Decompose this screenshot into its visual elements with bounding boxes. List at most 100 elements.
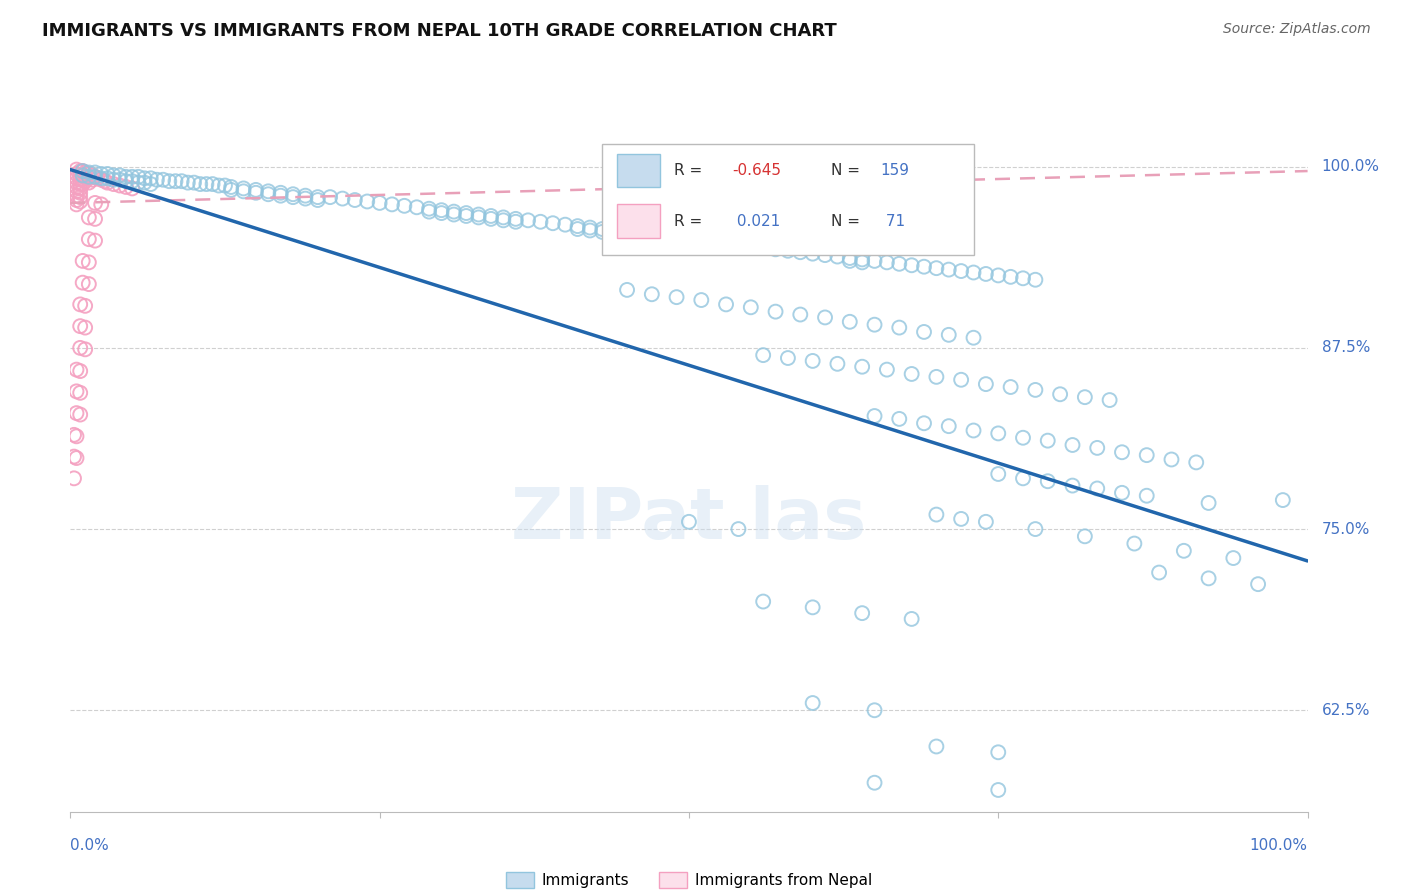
Point (77, 165, 100, 179)
Point (319, 190, 342, 204)
Point (418, 202, 440, 216)
Point (641, 287, 664, 301)
Point (752, 348, 775, 362)
Text: 62.5%: 62.5% (1322, 703, 1369, 718)
Point (245, 186, 267, 200)
Point (75, 174, 97, 188)
Text: Source: ZipAtlas.com: Source: ZipAtlas.com (1223, 22, 1371, 37)
Point (714, 239, 737, 253)
Point (94, 174, 117, 188)
Point (1012, 471, 1035, 485)
Point (281, 187, 304, 202)
Point (1271, 493, 1294, 508)
Point (72, 276, 94, 290)
Text: 100.0%: 100.0% (1250, 838, 1308, 854)
Point (1085, 441, 1108, 455)
Point (69, 169, 91, 183)
Point (84, 169, 107, 184)
Point (938, 419, 960, 434)
Text: R =: R = (673, 162, 707, 178)
Bar (617, 204, 661, 238)
Point (851, 359, 873, 374)
Point (665, 290, 688, 304)
Point (479, 211, 502, 226)
Text: 0.0%: 0.0% (70, 838, 110, 854)
Point (245, 183, 267, 197)
Text: 159: 159 (880, 162, 910, 178)
Point (974, 377, 997, 392)
Point (257, 187, 280, 202)
Point (201, 177, 224, 191)
Point (75, 320, 97, 334)
Point (863, 409, 886, 423)
Point (65, 406, 87, 420)
Point (77, 277, 100, 291)
Point (1049, 387, 1071, 401)
Point (1198, 496, 1220, 510)
Text: N =: N = (831, 162, 865, 178)
Point (69, 194, 91, 209)
Point (121, 169, 143, 184)
Point (84, 234, 107, 248)
Point (219, 183, 242, 197)
Point (356, 194, 378, 209)
Point (90, 172, 112, 186)
FancyBboxPatch shape (602, 144, 973, 255)
Point (838, 251, 860, 265)
Point (1147, 566, 1170, 580)
Point (65, 162, 87, 177)
Point (69, 297, 91, 311)
Point (343, 193, 366, 207)
Point (63, 450, 86, 464)
Point (974, 515, 997, 529)
Point (65, 429, 87, 443)
Point (814, 310, 837, 325)
Point (108, 169, 131, 183)
Point (900, 612, 922, 626)
Point (82, 169, 104, 183)
Point (801, 246, 824, 260)
Point (987, 745, 1010, 759)
Text: 0.021: 0.021 (733, 214, 780, 229)
Point (84, 169, 107, 184)
Point (127, 176, 149, 190)
Point (838, 253, 860, 268)
Point (69, 408, 91, 422)
Point (65, 184, 87, 198)
Point (84, 211, 107, 226)
Point (714, 236, 737, 251)
Point (115, 169, 138, 184)
Point (950, 512, 973, 526)
Point (851, 255, 873, 269)
Point (1111, 445, 1133, 459)
Point (69, 177, 91, 191)
Point (69, 164, 91, 178)
Text: 87.5%: 87.5% (1322, 341, 1369, 355)
Point (1062, 438, 1084, 452)
Point (139, 177, 162, 191)
Point (876, 255, 898, 269)
Point (294, 192, 316, 206)
Point (77, 169, 100, 184)
Point (69, 181, 91, 195)
Legend: Immigrants, Immigrants from Nepal: Immigrants, Immigrants from Nepal (501, 866, 877, 892)
Point (430, 206, 453, 220)
Point (65, 193, 87, 207)
Point (1000, 380, 1022, 394)
Point (69, 186, 91, 200)
Point (801, 354, 824, 368)
Point (889, 412, 911, 426)
Point (827, 250, 849, 264)
Point (127, 169, 149, 184)
Point (863, 776, 886, 790)
Point (1198, 571, 1220, 585)
Point (96, 171, 118, 186)
Bar (617, 153, 661, 187)
Point (1098, 392, 1121, 407)
Point (183, 176, 205, 190)
Point (188, 177, 211, 191)
Point (616, 225, 638, 239)
Point (219, 180, 242, 194)
Point (740, 239, 762, 253)
Point (1012, 271, 1035, 285)
